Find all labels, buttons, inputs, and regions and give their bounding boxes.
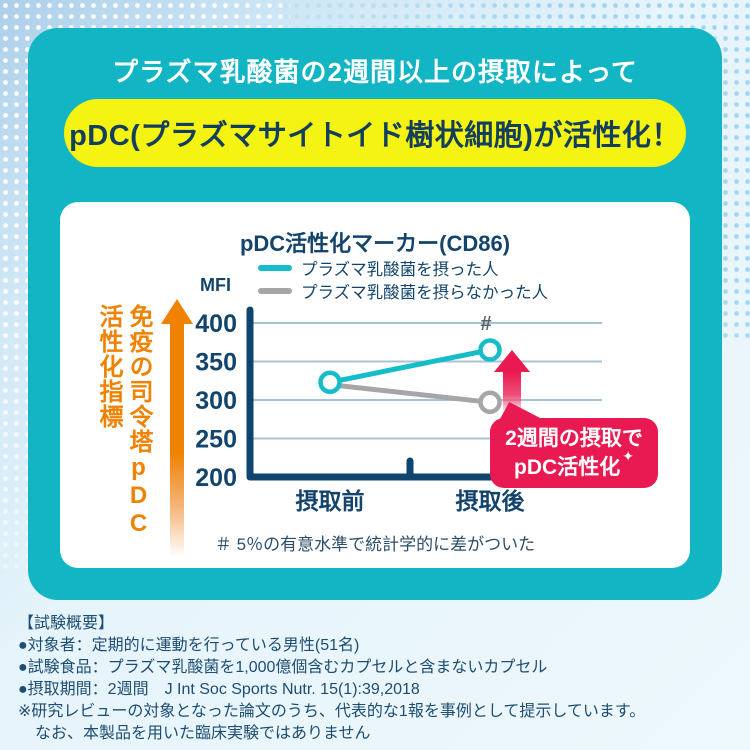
- y-tick-label: 300: [195, 387, 237, 415]
- significance-footnote: ＃ 5％の有意水準で統計学的に差がついた: [214, 535, 536, 554]
- chart-panel: pDC活性化マーカー(CD86) プラズマ乳酸菌を摂った人 プラズマ乳酸菌を摂ら…: [60, 202, 690, 568]
- callout-line-2: pDC活性化 ✦: [514, 447, 634, 479]
- legend-swatch-not-taken: [258, 287, 292, 294]
- sparkle-icon: ✦: [622, 447, 634, 464]
- headline: プラズマ乳酸菌の2週間以上の摂取によって: [112, 57, 638, 87]
- y-axis-unit-label: MFI: [200, 275, 231, 295]
- data-point: [478, 390, 502, 415]
- legend-item-not-taken: プラズマ乳酸菌を摂らなかった人: [258, 279, 548, 302]
- increase-arrow: [494, 350, 530, 414]
- x-tick-label: 摂取前: [296, 488, 365, 514]
- study-overview-heading: 【試験概要】: [18, 615, 115, 632]
- study-overview: 【試験概要】 ●対象者：定期的に運動を行っている男性(51名) ●試験食品：プラ…: [18, 613, 734, 745]
- highlight-pill: pDC(プラズマサイトイド樹状細胞)が活性化！: [64, 99, 686, 167]
- line-chart-plot: 200 250 300 350 400 摂取前 摂取後 #: [195, 306, 606, 514]
- activation-up-arrow: [161, 299, 193, 557]
- main-card: プラズマ乳酸菌の2週間以上の摂取によって pDC(プラズマサイトイド樹状細胞)が…: [28, 28, 722, 600]
- increase-arrow-shaft: [503, 372, 521, 414]
- legend-item-taken: プラズマ乳酸菌を摂った人: [258, 256, 548, 279]
- arrow-shaft: [170, 324, 184, 557]
- chart-legend: プラズマ乳酸菌を摂った人 プラズマ乳酸菌を摂らなかった人: [258, 256, 548, 302]
- increase-arrow-head-icon: [494, 350, 530, 372]
- chart-title: pDC活性化マーカー(CD86): [239, 231, 511, 256]
- result-callout: 2週間の摂取で pDC活性化 ✦: [490, 418, 658, 488]
- study-overview-line: なお、本製品を用いた臨床実験ではありません: [35, 725, 371, 742]
- legend-swatch-taken: [258, 264, 292, 271]
- study-overview-line: ※研究レビューの対象となった論文のうち、代表的な1報を事例として提示しています。: [18, 703, 646, 720]
- arrow-head-icon: [161, 299, 193, 324]
- data-point: [318, 370, 342, 395]
- study-overview-line: ●試験食品：プラズマ乳酸菌を1,000億個含むカプセルと含まないカプセル: [18, 659, 548, 676]
- legend-label-taken: プラズマ乳酸菌を摂った人: [301, 260, 499, 279]
- y-axis-concept-label-1: 免疫の司令塔pDC: [125, 304, 152, 538]
- significance-marker: #: [480, 313, 491, 335]
- study-overview-line: ●対象者：定期的に運動を行っている男性(51名): [18, 637, 360, 654]
- y-tick-label: 200: [195, 464, 237, 492]
- y-tick-label: 250: [195, 426, 237, 454]
- y-axis-concept-label-2: 活性化指標: [95, 304, 122, 429]
- y-tick-label: 400: [195, 310, 237, 338]
- series-line: [327, 347, 493, 385]
- x-tick-label: 摂取後: [456, 488, 526, 514]
- y-axis-concept-labels: 免疫の司令塔pDC 活性化指標: [93, 304, 153, 579]
- study-overview-line: ●摂取期間：2週間 J Int Soc Sports Nutr. 15(1):3…: [18, 681, 420, 698]
- series-line: [327, 382, 493, 405]
- y-tick-label: 350: [195, 349, 237, 377]
- axis-lines: [246, 306, 606, 481]
- callout-line-1: 2週間の摂取で: [505, 427, 643, 451]
- legend-label-not-taken: プラズマ乳酸菌を摂らなかった人: [301, 283, 549, 302]
